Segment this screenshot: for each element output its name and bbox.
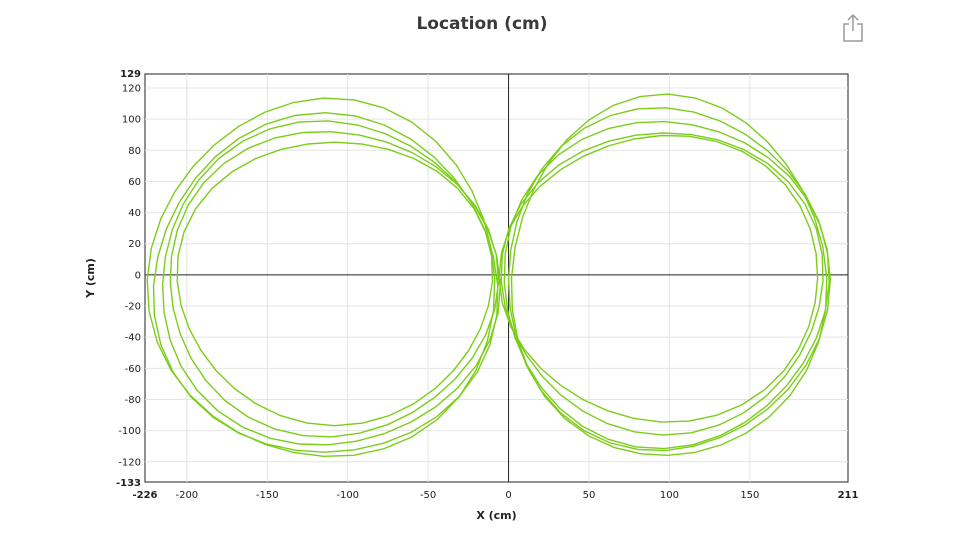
x-tick-label: -150 xyxy=(256,490,279,501)
series-loop-4 xyxy=(152,111,499,453)
series-loop-7 xyxy=(500,132,824,436)
x-min-label: -226 xyxy=(132,490,157,501)
x-tick-label: 50 xyxy=(583,490,596,501)
x-tick-label: 150 xyxy=(740,490,759,501)
x-tick-label: -100 xyxy=(336,490,359,501)
x-tick-label: 100 xyxy=(660,490,679,501)
y-tick-label: -80 xyxy=(125,395,141,406)
x-tick-label: -200 xyxy=(175,490,198,501)
y-tick-label: -120 xyxy=(118,457,141,468)
y-tick-label: -100 xyxy=(118,426,141,437)
y-tick-label: 120 xyxy=(122,84,141,95)
y-tick-label: 20 xyxy=(128,239,141,250)
x-max-label: 211 xyxy=(838,490,859,501)
y-tick-label: 100 xyxy=(122,115,141,126)
y-tick-label: 40 xyxy=(128,208,141,219)
y-tick-label: -40 xyxy=(125,333,141,344)
x-axis-label: X (cm) xyxy=(476,509,516,522)
series-loop-3 xyxy=(161,120,502,446)
series-loop-8 xyxy=(503,120,830,450)
y-tick-label: 0 xyxy=(135,270,141,281)
series-loop-9 xyxy=(507,107,831,452)
series-loop-1 xyxy=(176,141,494,427)
series-loop-10 xyxy=(510,93,828,457)
y-tick-label: 80 xyxy=(128,146,141,157)
series-loop-5 xyxy=(146,97,496,458)
y-axis-label: Y (cm) xyxy=(84,258,97,299)
chart-title: Location (cm) xyxy=(416,14,548,34)
x-tick-label: -50 xyxy=(420,490,436,501)
y-tick-label: -20 xyxy=(125,302,141,313)
series-loop-2 xyxy=(169,130,500,438)
y-tick-label: 60 xyxy=(128,177,141,188)
x-tick-label: 0 xyxy=(505,490,511,501)
y-tick-label: -60 xyxy=(125,364,141,375)
series-loop-6 xyxy=(498,134,819,423)
y-min-label: -133 xyxy=(116,478,141,489)
y-max-label: 129 xyxy=(120,69,141,80)
share-icon[interactable] xyxy=(840,13,866,43)
plot-area xyxy=(144,73,849,483)
